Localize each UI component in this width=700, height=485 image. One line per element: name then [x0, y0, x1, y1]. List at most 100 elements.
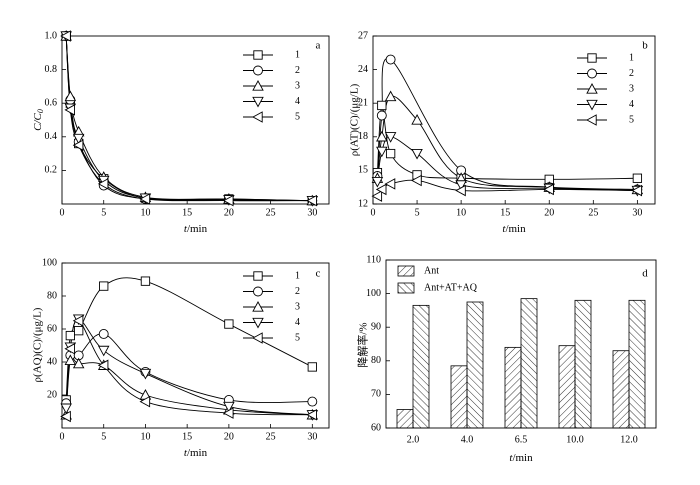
panel-c-x-tick-label: 0 [60, 431, 65, 442]
panel-a-x-axis-label: t/min [184, 223, 208, 235]
panel-b-data-point [371, 176, 384, 188]
panel-c-data-point [222, 407, 234, 419]
panel-c-x-axis-label: t/min [184, 447, 208, 459]
panel-a-data-point [97, 178, 109, 190]
panel-d-x-tick-label: 6.5 [515, 434, 528, 445]
panel-b-plot-frame [372, 35, 656, 205]
panel-a-data-point [222, 194, 234, 207]
panel-b-data-point [371, 190, 383, 202]
panel-d-legend-swatch [397, 265, 415, 277]
panel-c-data-point [306, 409, 317, 421]
panel-d-x-tick-label: 2.0 [407, 434, 420, 445]
panel-c-legend-marker [252, 301, 264, 312]
panel-b-y-tick-label: 15 [358, 165, 368, 176]
panel-b-data-point [631, 184, 643, 197]
panel-c-y-axis-label: ρ(AQ)(C)/(μg/L) [32, 307, 44, 382]
panel-a-legend-label: 3 [295, 80, 300, 91]
panel-b-legend-marker [586, 114, 597, 126]
panel-b-data-point [455, 184, 466, 197]
panel-a-data-point [64, 104, 75, 116]
panel-b-data-point [411, 148, 423, 160]
panel-c-data-point [74, 326, 84, 336]
panel-d-y-tick-label: 60 [371, 422, 381, 433]
panel-b-data-point [632, 173, 643, 183]
panel-c-data-point [140, 276, 151, 286]
panel-a-y-tick-label: 0.8 [45, 64, 58, 75]
panel-b-x-tick-label: 5 [415, 207, 420, 218]
panel-c-legend-marker [252, 332, 263, 344]
panel-b-x-tick-label: 0 [371, 207, 376, 218]
panel-c-y-tick-label: 40 [47, 356, 57, 367]
panel-a-x-tick-label: 0 [60, 207, 65, 218]
panel-c-data-point [98, 329, 109, 339]
panel-c-data-point [99, 281, 109, 291]
panel-a-legend-label: 4 [295, 96, 300, 107]
panel-c-x-tick-label: 25 [266, 431, 276, 442]
panel-b-data-point [455, 180, 467, 191]
panel-a-y-tick-label: 0.4 [45, 131, 58, 142]
panel-b-x-tick-label: 30 [632, 207, 642, 218]
panel-c-y-tick-label: 60 [47, 323, 57, 334]
panel-a-data-point [72, 139, 84, 151]
panel-b-y-axis-label: ρ(AT)(C)/(μg/L) [349, 83, 361, 156]
panel-c-legend-label: 5 [295, 332, 300, 343]
panel-b-data-point [376, 130, 388, 142]
panel-a-x-tick-label: 30 [307, 207, 317, 218]
panel-c-legend-marker [252, 317, 264, 329]
panel-c-y-tick-label: 100 [42, 257, 57, 268]
panel-c-legend-label: 4 [295, 317, 300, 328]
panel-b-data-point [385, 148, 396, 159]
panel-a-data-point [60, 30, 71, 42]
panel-d-y-tick-label: 90 [371, 321, 381, 332]
panel-c-data-point [64, 343, 75, 355]
panel-a-legend-label: 5 [295, 111, 300, 122]
panel-d-y-tick-label: 70 [371, 389, 381, 400]
panel-c-chart: 0 5 10 15 20 25 30 20 40 60 80 100 1 2 3 4 5 c t/min ρ(AQ)(… [32, 257, 330, 459]
panel-d-panel-label: d [642, 268, 648, 280]
panel-d-bar [504, 346, 522, 429]
panel-a-legend-marker [253, 65, 263, 76]
panel-b-data-point [384, 178, 396, 190]
panel-a-data-point [306, 194, 317, 207]
panel-c-legend-marker [253, 271, 263, 281]
panel-d-legend-swatch [397, 282, 415, 294]
panel-a-y-tick-label: 0.6 [45, 97, 58, 108]
panel-c-data-point [224, 319, 234, 329]
panel-b-y-tick-label: 12 [358, 198, 368, 209]
panel-b-x-axis-label: t/min [502, 223, 526, 235]
panel-c-data-point [97, 359, 109, 372]
panel-c-data-point [139, 368, 152, 380]
panel-a-y-tick-label: 0.2 [45, 165, 58, 176]
panel-a-y-tick-label: 1.0 [45, 30, 58, 41]
panel-b-y-tick-label: 21 [358, 97, 368, 108]
panel-b-legend-marker [587, 53, 597, 63]
panel-b-x-tick-label: 25 [588, 207, 598, 218]
panel-a-data-point [72, 133, 85, 145]
panel-d-bar [574, 299, 592, 429]
panel-c-data-point [307, 362, 317, 372]
panel-b-data-point [377, 100, 387, 111]
panel-d-bar [612, 350, 630, 429]
panel-c-data-point [60, 403, 72, 415]
panel-b-legend-label: 4 [629, 99, 634, 110]
panel-a-chart: 0 5 10 15 20 25 30 0.2 0.4 0.6 0.8 1.0 1 2 3 4 5 a t/min C/… [32, 30, 330, 235]
panel-c-data-point [223, 401, 235, 413]
panel-a-legend-label: 1 [295, 49, 300, 60]
panel-c-plot-frame [61, 262, 330, 429]
panel-d-bar [628, 299, 646, 429]
panel-c-data-point [307, 396, 318, 407]
panel-c-legend-marker [253, 286, 263, 297]
panel-b-y-tick-label: 24 [358, 64, 368, 75]
panel-c-x-tick-label: 20 [224, 431, 234, 442]
panel-a-x-tick-label: 15 [182, 207, 192, 218]
panel-b-data-point [375, 183, 387, 196]
panel-d-bar [396, 409, 414, 429]
panel-d-y-tick-label: 80 [371, 355, 381, 366]
panel-c-legend-label: 1 [295, 270, 300, 281]
panel-a-x-tick-label: 25 [266, 207, 276, 218]
panel-d-y-tick-label: 110 [366, 254, 381, 265]
panel-a-x-tick-label: 10 [140, 207, 150, 218]
panel-d-bar [466, 301, 484, 429]
panel-c-data-point [60, 410, 71, 423]
panel-b-y-tick-label: 18 [358, 131, 368, 142]
